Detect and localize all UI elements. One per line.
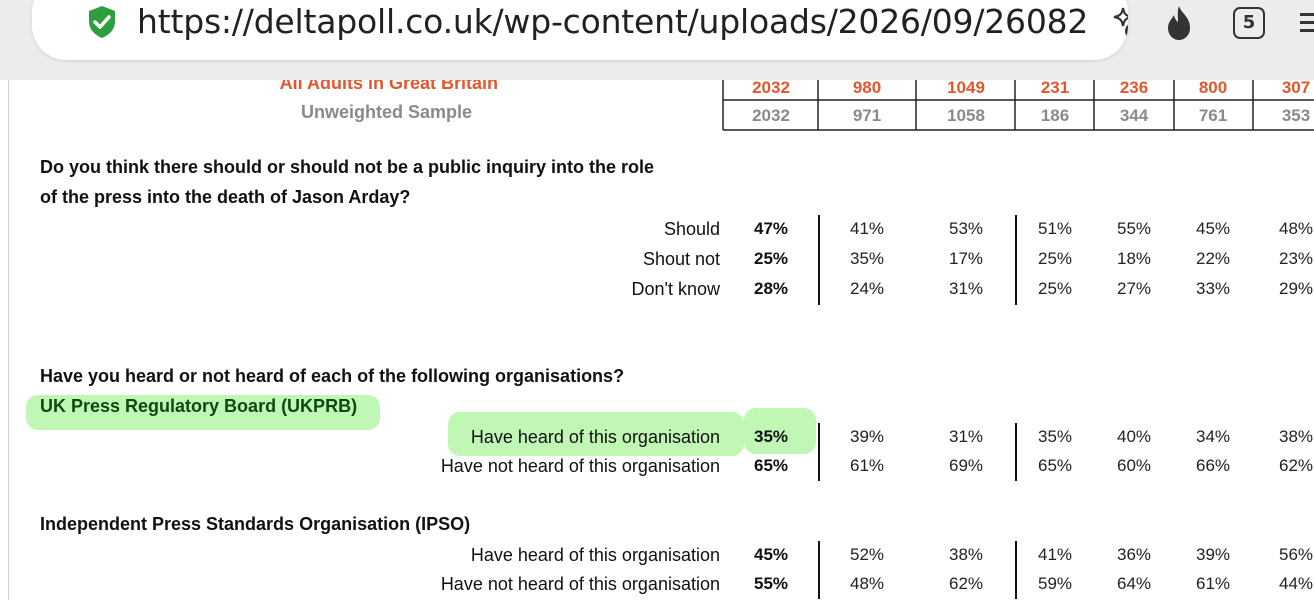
row-label: Have heard of this organisation [470, 427, 720, 447]
total-value: 65% [753, 456, 789, 475]
total-value: 35% [753, 427, 789, 446]
unweighted-count: 186 [1041, 106, 1069, 125]
highlight-heard-total [744, 408, 816, 454]
cell-value: 29% [1278, 279, 1314, 298]
cell-value: 36% [1116, 545, 1152, 564]
row-label: Shout not [642, 249, 720, 269]
cell-value: 23% [1278, 249, 1314, 268]
cell-value: 31% [948, 279, 984, 298]
unweighted-label: Unweighted Sample [300, 102, 472, 122]
org2-name: Independent Press Standards Organisation… [40, 514, 471, 534]
row-label: Have not heard of this organisation [440, 456, 720, 476]
cell-value: 41% [849, 219, 885, 238]
cell-value: 51% [1037, 219, 1073, 238]
cell-value: 62% [948, 574, 984, 593]
cell-value: 38% [1278, 427, 1314, 446]
weighted-label: All Adults in Great Britain [279, 80, 498, 93]
unweighted-count: 353 [1282, 106, 1310, 125]
cell-value: 48% [849, 574, 885, 593]
column-divider [818, 541, 820, 599]
weighted-count: 236 [1120, 80, 1148, 97]
cell-value: 44% [1278, 574, 1314, 593]
row-label: Have not heard of this organisation [440, 574, 720, 594]
cell-value: 56% [1278, 545, 1314, 564]
cell-value: 33% [1195, 279, 1231, 298]
weighted-count: 800 [1199, 80, 1227, 97]
cell-value: 52% [849, 545, 885, 564]
highlight-org-name [26, 395, 380, 430]
browser-toolbar: https://deltapoll.co.uk/wp-content/uploa… [0, 0, 1314, 80]
unweighted-count: 2032 [752, 106, 790, 125]
column-divider [1015, 423, 1017, 481]
cell-value: 22% [1195, 249, 1231, 268]
assistant-sparkle-icon[interactable] [1106, 4, 1128, 42]
q1-question-line2: of the press into the death of Jason Ard… [40, 187, 411, 207]
unweighted-count: 761 [1199, 106, 1227, 125]
org1-name: UK Press Regulatory Board (UKPRB) [40, 396, 358, 416]
tab-count-icon[interactable]: 5 [1233, 7, 1265, 39]
row-label: Have heard of this organisation [470, 545, 720, 565]
cell-value: 34% [1195, 427, 1231, 446]
row-label: Don't know [631, 279, 720, 299]
page-edge [8, 80, 9, 600]
total-value: 25% [753, 249, 789, 268]
cell-value: 25% [1037, 249, 1073, 268]
cell-value: 31% [948, 427, 984, 446]
highlight-heard-label [448, 412, 744, 456]
total-value: 55% [753, 574, 789, 593]
column-divider [818, 423, 820, 481]
cell-value: 38% [948, 545, 984, 564]
cell-value: 25% [1037, 279, 1073, 298]
q2-question: Have you heard or not heard of each of t… [40, 366, 625, 386]
cell-value: 59% [1037, 574, 1073, 593]
cell-value: 66% [1195, 456, 1231, 475]
weighted-count: 231 [1041, 80, 1069, 97]
column-divider [1015, 215, 1017, 305]
cell-value: 65% [1037, 456, 1073, 475]
url-text[interactable]: https://deltapoll.co.uk/wp-content/uploa… [137, 2, 1089, 41]
unweighted-count: 344 [1120, 106, 1149, 125]
cell-value: 39% [1195, 545, 1231, 564]
secure-shield-icon[interactable] [84, 4, 120, 40]
cell-value: 64% [1116, 574, 1152, 593]
cell-value: 35% [849, 249, 885, 268]
cell-value: 69% [948, 456, 984, 475]
unweighted-count: 1058 [947, 106, 985, 125]
column-divider [818, 215, 820, 305]
cell-value: 53% [948, 219, 984, 238]
cell-value: 61% [1195, 574, 1231, 593]
weighted-count: 980 [853, 80, 881, 97]
total-value: 28% [753, 279, 789, 298]
header-table: 2032 980 1049 231 236 800 307 2032 971 1058 186 344… [722, 80, 1314, 131]
cell-value: 35% [1037, 427, 1073, 446]
weighted-count: 2032 [752, 80, 790, 97]
cell-value: 62% [1278, 456, 1314, 475]
total-value: 45% [753, 545, 789, 564]
cell-value: 17% [948, 249, 984, 268]
cell-value: 60% [1116, 456, 1152, 475]
total-value: 47% [753, 219, 789, 238]
cell-value: 61% [849, 456, 885, 475]
cell-value: 27% [1116, 279, 1152, 298]
weighted-count: 307 [1282, 80, 1310, 97]
pdf-page: All Adults in Great Britain Unweighted S… [0, 80, 1314, 600]
cell-value: 41% [1037, 545, 1073, 564]
menu-icon[interactable] [1300, 8, 1314, 38]
address-bar[interactable]: https://deltapoll.co.uk/wp-content/uploa… [32, 0, 1128, 60]
cell-value: 18% [1116, 249, 1152, 268]
weighted-count: 1049 [947, 80, 985, 97]
cell-value: 24% [849, 279, 885, 298]
fire-icon[interactable] [1162, 4, 1196, 42]
q1-question-line1: Do you think there should or should not … [40, 157, 655, 177]
column-divider [1015, 541, 1017, 599]
cell-value: 39% [849, 427, 885, 446]
cell-value: 40% [1116, 427, 1152, 446]
cell-value: 48% [1278, 219, 1314, 238]
unweighted-count: 971 [853, 106, 881, 125]
row-label: Should [663, 219, 720, 239]
cell-value: 45% [1195, 219, 1231, 238]
cell-value: 55% [1116, 219, 1152, 238]
